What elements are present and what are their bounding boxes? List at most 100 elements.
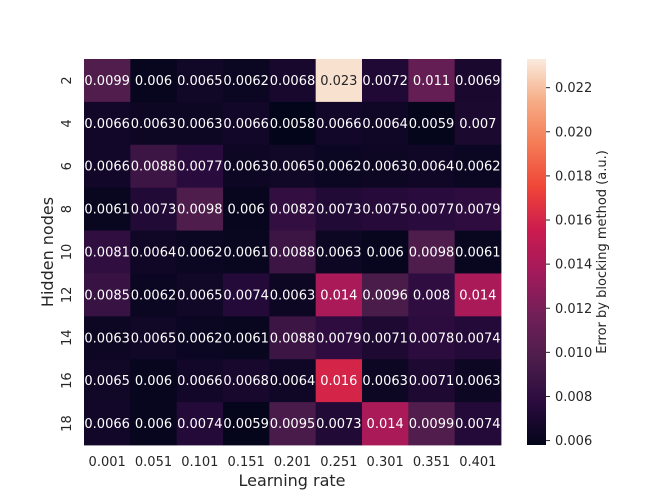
heatmap-cell bbox=[315, 144, 363, 189]
heatmap-cell bbox=[315, 316, 363, 360]
cell-value-label: 0.0065 bbox=[270, 160, 316, 175]
cell-value-label: 0.014 bbox=[320, 288, 357, 303]
cell-value-label: 0.016 bbox=[320, 374, 357, 389]
heatmap-cell bbox=[176, 402, 224, 446]
heatmap-cell bbox=[223, 101, 270, 146]
heatmap-cell bbox=[130, 187, 178, 231]
heatmap-cell bbox=[176, 101, 224, 146]
heatmap-cell bbox=[315, 402, 363, 446]
cell-value-label: 0.0079 bbox=[455, 203, 501, 218]
colorbar-tick-label: 0.020 bbox=[555, 125, 592, 140]
cell-value-label: 0.007 bbox=[459, 117, 496, 132]
cell-value-label: 0.0077 bbox=[409, 203, 455, 218]
heatmap-cell bbox=[315, 187, 363, 231]
heatmap-cell bbox=[408, 359, 456, 403]
cell-value-label: 0.014 bbox=[459, 288, 496, 303]
cell-value-label: 0.0068 bbox=[270, 74, 316, 89]
colorbar-label: Error by blocking method (a.u.) bbox=[595, 150, 610, 354]
cell-value-label: 0.0065 bbox=[177, 74, 223, 89]
heatmap-cell bbox=[269, 316, 317, 360]
heatmap-cell bbox=[362, 187, 409, 231]
cell-value-label: 0.0065 bbox=[131, 331, 177, 346]
cell-value-label: 0.0066 bbox=[84, 417, 130, 432]
cell-value-label: 0.0066 bbox=[84, 117, 130, 132]
x-axis: 0.001 0.051 0.101 0.151 0.201 0.251 0.301 0.351… bbox=[89, 455, 497, 470]
colorbar-gradient bbox=[527, 59, 546, 445]
heatmap-cell bbox=[408, 101, 456, 146]
heatmap-cell bbox=[130, 402, 178, 446]
cell-value-label: 0.0063 bbox=[223, 160, 269, 175]
colorbar-tick-label: 0.016 bbox=[555, 214, 592, 229]
heatmap-cell bbox=[223, 316, 270, 360]
cell-value-label: 0.0063 bbox=[177, 117, 223, 132]
heatmap-cell bbox=[315, 359, 363, 403]
heatmap-cell bbox=[454, 359, 502, 403]
cell-value-label: 0.0063 bbox=[131, 117, 177, 132]
cell-value-label: 0.008 bbox=[413, 288, 450, 303]
cell-value-label: 0.0064 bbox=[362, 117, 408, 132]
heatmap-cell bbox=[362, 359, 409, 403]
cell-value-label: 0.0061 bbox=[455, 246, 501, 261]
heatmap-cell bbox=[130, 230, 178, 274]
x-tick-label: 0.401 bbox=[459, 455, 496, 470]
cell-value-label: 0.0074 bbox=[223, 288, 269, 303]
heatmap-cell bbox=[176, 144, 224, 189]
cell-value-label: 0.0073 bbox=[131, 203, 177, 218]
cell-value-label: 0.0066 bbox=[223, 117, 269, 132]
x-tick-label: 0.151 bbox=[228, 455, 265, 470]
x-tick-label: 0.301 bbox=[367, 455, 404, 470]
cell-value-label: 0.0059 bbox=[223, 417, 269, 432]
heatmap-cell bbox=[315, 59, 363, 103]
cell-value-label: 0.023 bbox=[320, 74, 357, 89]
heatmap-cell bbox=[223, 187, 270, 231]
y-tick-label: 2 bbox=[60, 76, 75, 84]
cell-value-label: 0.0063 bbox=[362, 160, 408, 175]
x-tick-label: 0.101 bbox=[181, 455, 218, 470]
cell-value-label: 0.0063 bbox=[362, 374, 408, 389]
cell-value-label: 0.0071 bbox=[362, 331, 408, 346]
heatmap-cell bbox=[454, 59, 502, 103]
y-tick-label: 8 bbox=[60, 205, 75, 213]
heatmap-cell bbox=[130, 316, 178, 360]
y-axis-label: Hidden nodes bbox=[38, 197, 57, 307]
x-tick-label: 0.001 bbox=[89, 455, 126, 470]
cell-value-label: 0.0073 bbox=[316, 203, 362, 218]
cell-value-label: 0.0074 bbox=[455, 331, 501, 346]
heatmap-cell bbox=[362, 230, 409, 274]
y-tick-label: 12 bbox=[60, 287, 75, 304]
cell-value-label: 0.0066 bbox=[84, 160, 130, 175]
cell-value-label: 0.0098 bbox=[409, 246, 455, 261]
heatmap-cell bbox=[454, 402, 502, 446]
cell-value-label: 0.014 bbox=[367, 417, 404, 432]
y-tick-label: 16 bbox=[60, 372, 75, 389]
cell-value-label: 0.0078 bbox=[409, 331, 455, 346]
heatmap-cell bbox=[269, 402, 317, 446]
cell-value-label: 0.0058 bbox=[270, 117, 316, 132]
cell-value-label: 0.0066 bbox=[177, 374, 223, 389]
cell-value-label: 0.006 bbox=[135, 417, 172, 432]
cell-value-label: 0.0061 bbox=[223, 331, 269, 346]
heatmap-cell bbox=[408, 316, 456, 360]
heatmap-cell bbox=[176, 230, 224, 274]
heatmap-cell bbox=[84, 187, 131, 231]
heatmap-cell bbox=[408, 273, 456, 317]
cell-value-label: 0.0081 bbox=[84, 246, 130, 261]
colorbar-tick-label: 0.018 bbox=[555, 169, 592, 184]
cell-value-label: 0.0064 bbox=[270, 374, 316, 389]
colorbar-tick-label: 0.014 bbox=[555, 258, 592, 273]
cell-value-label: 0.0063 bbox=[455, 374, 501, 389]
cell-value-label: 0.0061 bbox=[84, 203, 130, 218]
y-tick-label: 14 bbox=[60, 330, 75, 347]
cell-value-label: 0.0065 bbox=[177, 288, 223, 303]
cell-value-label: 0.0071 bbox=[409, 374, 455, 389]
heatmap-cell bbox=[176, 316, 224, 360]
x-tick-label: 0.351 bbox=[413, 455, 450, 470]
heatmap-cell bbox=[362, 273, 409, 317]
cell-value-label: 0.0088 bbox=[270, 246, 316, 261]
x-axis-label: Learning rate bbox=[238, 471, 345, 490]
cell-value-label: 0.0061 bbox=[223, 246, 269, 261]
heatmap-cell bbox=[408, 230, 456, 274]
cell-value-label: 0.0064 bbox=[409, 160, 455, 175]
heatmap-cell bbox=[454, 187, 502, 231]
